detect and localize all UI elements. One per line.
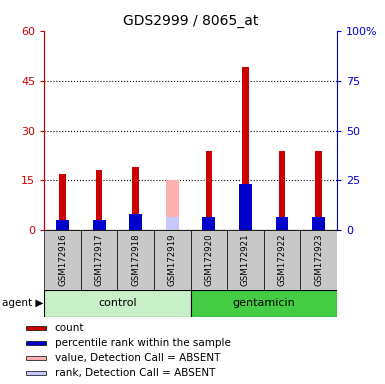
Title: GDS2999 / 8065_at: GDS2999 / 8065_at [123,14,258,28]
Bar [93,220,105,230]
Text: percentile rank within the sample: percentile rank within the sample [55,338,231,348]
Bar [132,167,139,230]
Bar [44,230,81,290]
Text: GSM172917: GSM172917 [95,233,104,286]
Bar [191,290,337,317]
Bar [117,230,154,290]
Bar [96,170,102,230]
Bar [276,217,288,230]
Text: GSM172923: GSM172923 [314,233,323,286]
Bar [315,151,322,230]
Bar [239,184,252,230]
Text: GSM172919: GSM172919 [168,233,177,286]
Text: GSM172916: GSM172916 [58,233,67,286]
Bar [264,230,300,290]
Bar [44,290,191,317]
Bar [242,67,249,230]
Bar [56,220,69,230]
Bar [300,230,337,290]
Bar [279,151,285,230]
Bar [166,217,179,230]
Bar [26,371,46,375]
Bar [129,214,142,230]
Text: GSM172921: GSM172921 [241,233,250,286]
Bar [26,341,46,345]
Bar [191,230,227,290]
Text: count: count [55,323,84,333]
Bar [154,230,191,290]
Text: GSM172918: GSM172918 [131,233,140,286]
Text: GSM172922: GSM172922 [278,233,286,286]
Bar [26,356,46,360]
Bar [312,217,325,230]
Text: rank, Detection Call = ABSENT: rank, Detection Call = ABSENT [55,368,215,378]
Bar [203,217,215,230]
Text: GSM172920: GSM172920 [204,233,213,286]
Text: gentamicin: gentamicin [233,298,295,308]
Bar [81,230,117,290]
Bar [59,174,66,230]
Text: value, Detection Call = ABSENT: value, Detection Call = ABSENT [55,353,220,363]
Text: control: control [98,298,137,308]
Bar [206,151,212,230]
Text: agent ▶: agent ▶ [2,298,43,308]
Bar [166,180,179,230]
Bar [26,326,46,330]
Bar [227,230,264,290]
